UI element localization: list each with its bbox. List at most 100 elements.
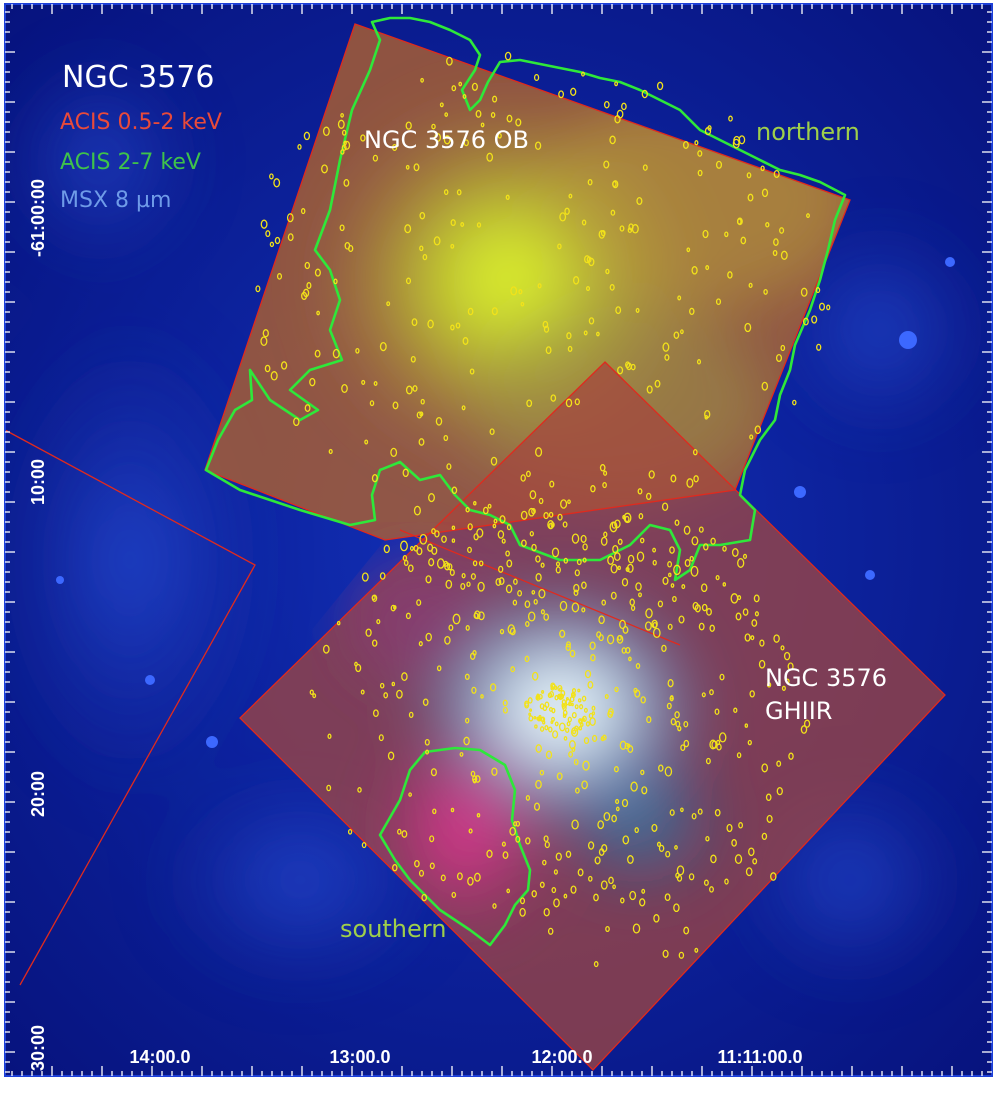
xray-source [528,715,534,722]
xray-source [573,583,580,593]
xray-source [662,342,670,352]
xray-source [405,612,411,620]
dec-tick-1: 10:00 [28,458,48,505]
xray-source [581,71,585,77]
xray-source [550,720,554,724]
xray-source [641,89,648,99]
xray-source [590,654,596,662]
xray-source [566,641,571,648]
xray-source [691,266,698,275]
xray-source [563,703,568,708]
xray-source [691,812,697,820]
xray-source [383,692,389,699]
xray-source [703,879,709,886]
xray-source [566,332,572,340]
dec-tick-3: 30:00 [28,1024,48,1071]
xray-source [465,506,470,513]
xray-source [567,345,573,352]
xray-source [393,605,397,610]
xray-source [540,716,545,722]
xray-source [670,474,677,483]
xray-source [710,854,717,864]
xray-source [619,619,626,630]
xray-source [773,238,779,246]
xray-source [462,94,467,99]
xray-source [788,752,794,760]
xray-source [548,511,554,518]
xray-source [639,898,646,907]
xray-source [591,705,596,711]
xray-source [314,349,321,358]
xray-source [551,887,557,894]
label-ngc3576-ob: NGC 3576 OB [364,126,529,154]
xray-source [621,102,627,111]
xray-source [543,325,550,333]
xray-source [547,692,553,699]
xray-source [441,535,447,543]
legend-acis-soft: ACIS 0.5-2 keV [60,110,222,135]
xray-source [563,893,568,899]
xray-source [527,697,533,704]
xray-source [467,546,472,554]
xray-source [498,577,505,586]
xray-source [309,689,314,696]
xray-source [583,707,588,713]
xray-source [498,565,504,573]
xray-source [276,273,283,280]
xray-source [434,530,440,538]
xray-source [297,144,302,150]
xray-source [656,841,662,847]
xray-source [570,702,574,707]
xray-source [683,926,690,935]
xray-source [566,721,571,727]
xray-source [615,306,622,315]
xray-source [578,726,583,731]
xray-source [730,593,739,604]
xray-source [780,344,786,352]
xray-source [401,672,408,682]
xray-source [587,178,593,186]
xray-source [653,914,660,923]
xray-source [747,193,754,202]
xray-source [609,521,618,533]
xray-source [416,547,423,556]
xray-source [436,665,442,672]
xray-source [534,724,538,729]
xray-source [536,716,540,721]
xray-source [689,555,694,562]
xray-source [553,869,558,875]
xray-source [492,903,497,909]
xray-source [691,536,699,546]
xray-source [433,236,441,246]
xray-source [501,841,506,847]
xray-source [603,160,610,169]
xray-source [360,134,366,142]
xray-source [419,411,424,417]
xray-source [542,720,546,725]
xray-source [758,659,766,669]
xray-source [405,277,412,285]
xray-source [593,961,599,968]
xray-source [749,690,755,698]
xray-source [502,851,509,859]
xray-source [568,193,573,199]
xray-source [669,809,675,816]
xray-source [273,178,281,188]
xray-source [539,769,545,776]
xray-source [651,619,658,629]
xray-source [638,592,642,598]
xray-source [672,595,677,603]
xray-source [501,538,506,544]
xray-source [526,399,533,408]
xray-source [255,285,261,293]
xray-source [487,503,492,509]
xray-source [689,307,695,316]
xray-source [766,814,773,823]
xray-source [670,583,675,588]
xray-source [603,470,608,476]
xray-source [574,704,579,710]
xray-source [584,669,592,679]
xray-source [608,876,614,885]
xray-source [609,135,616,145]
xray-source [565,850,572,858]
